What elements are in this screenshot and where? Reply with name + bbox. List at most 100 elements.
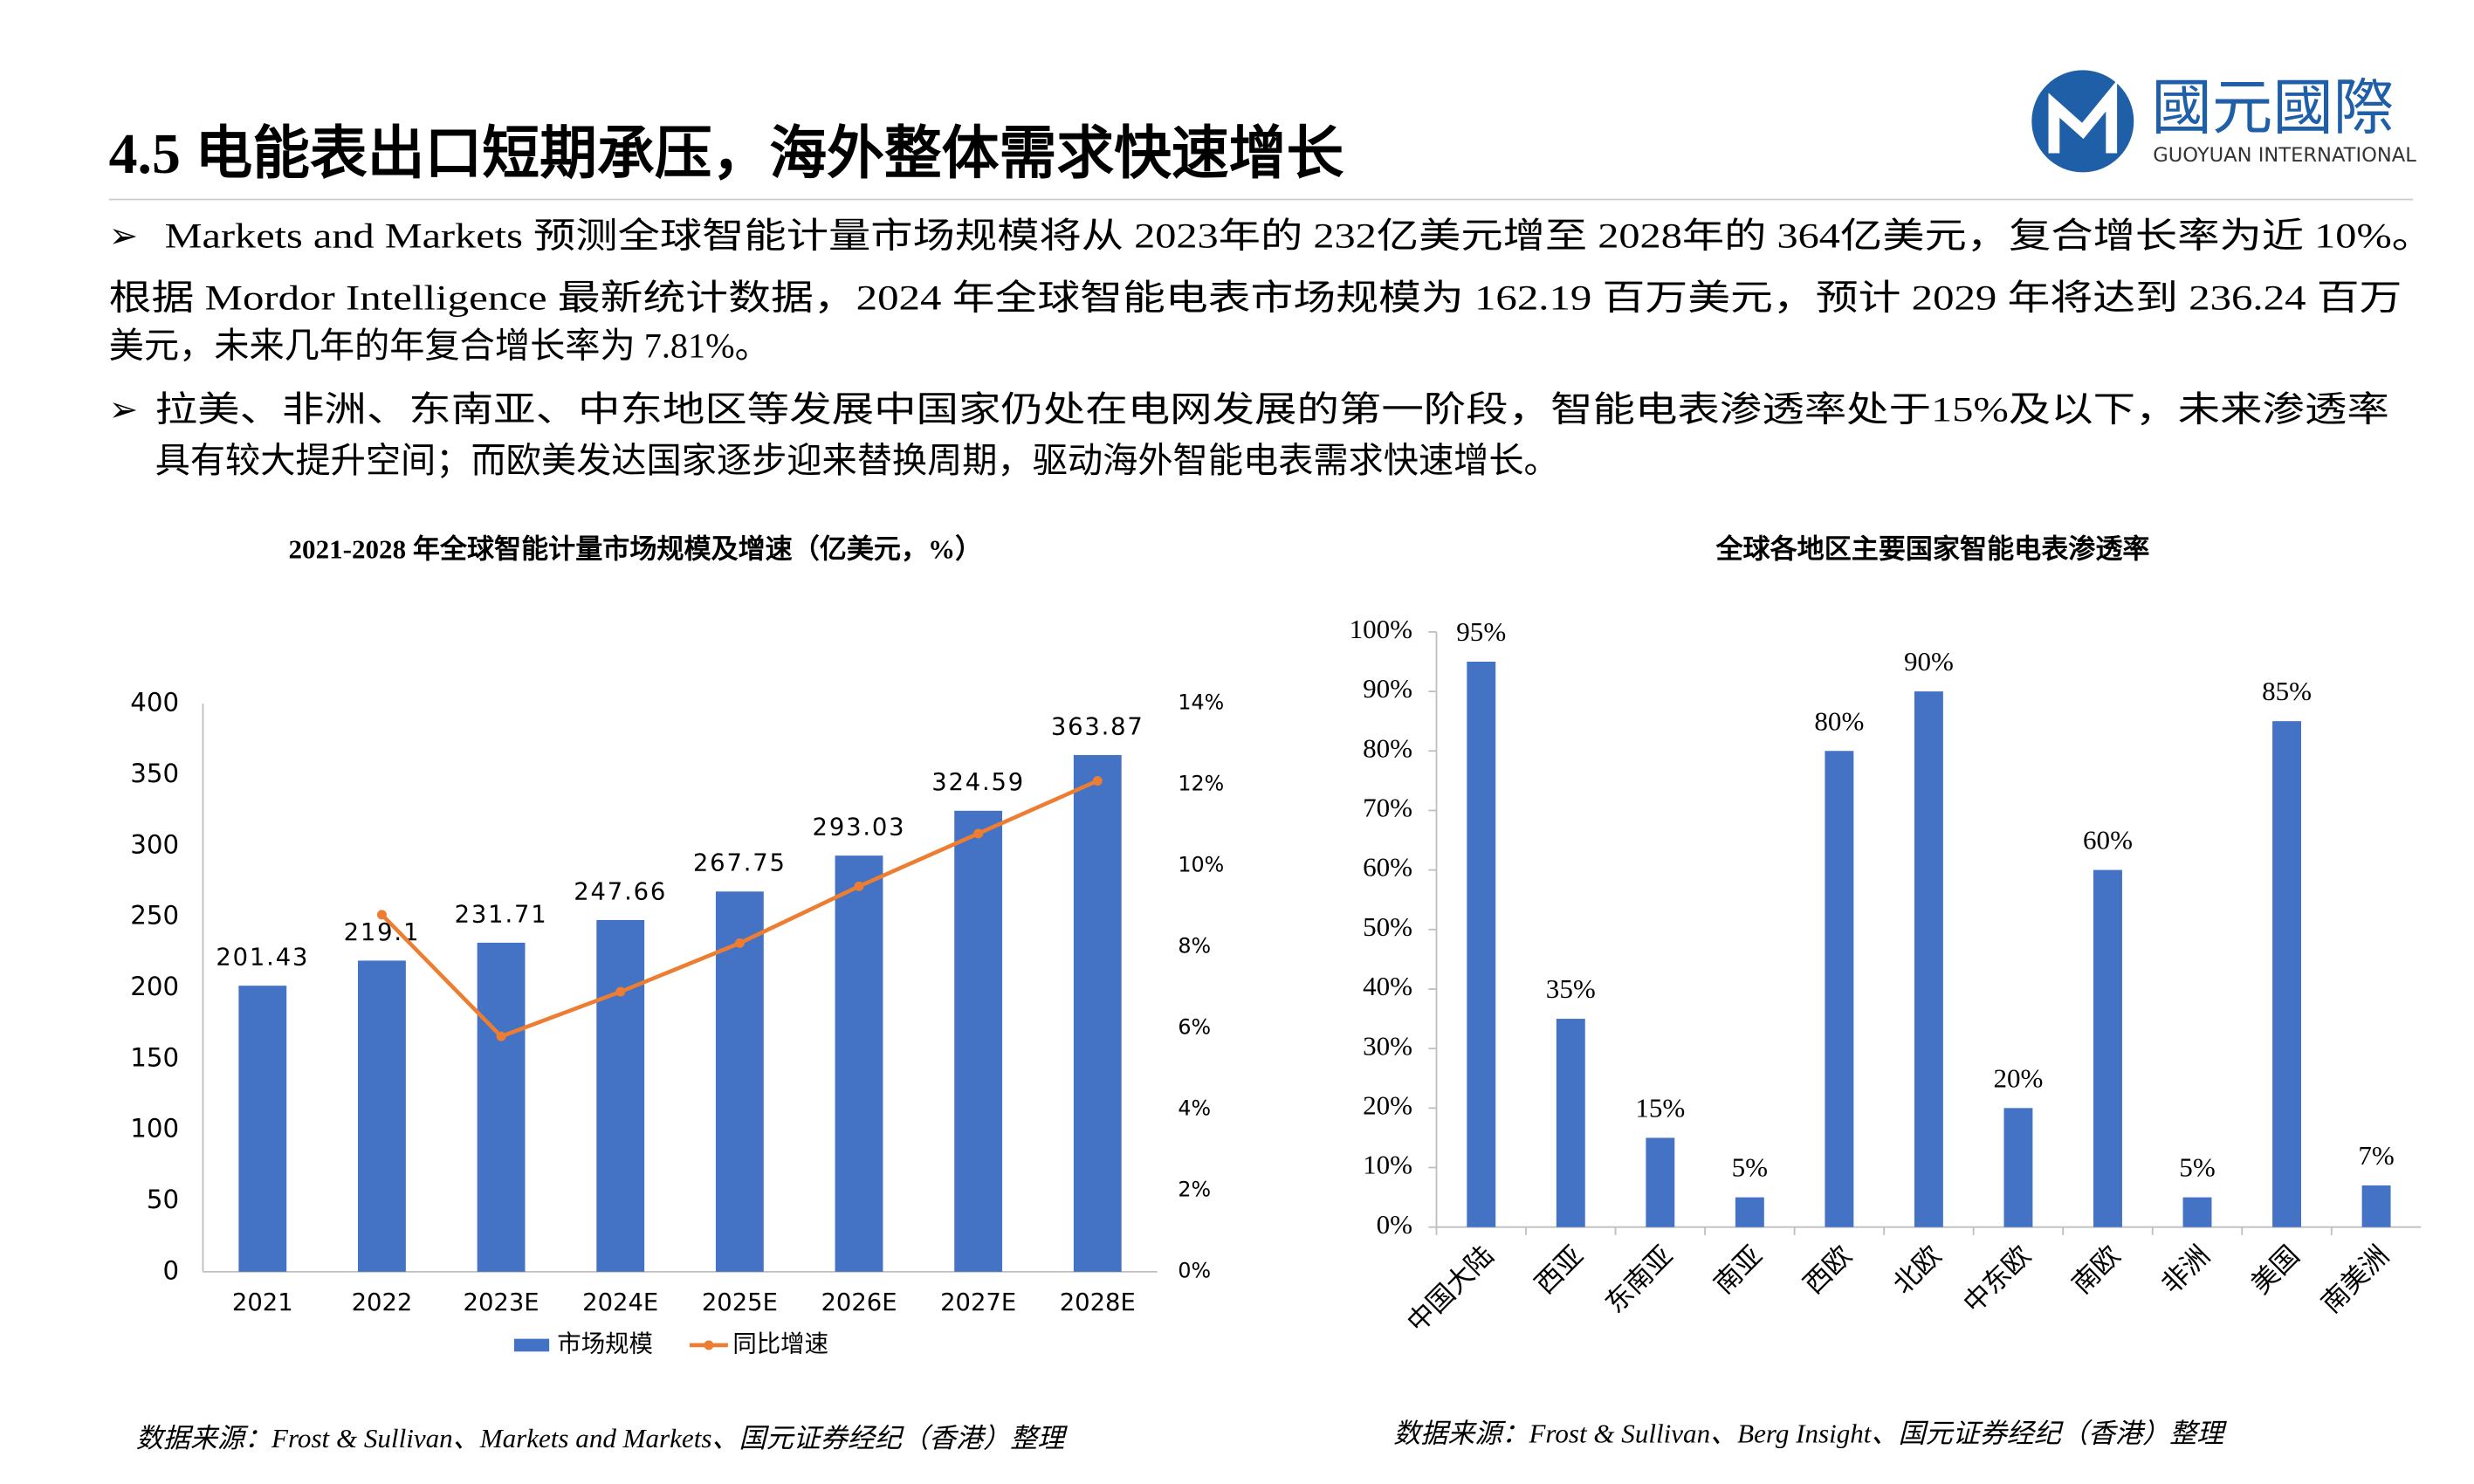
bullet-marker: ➢ (109, 216, 139, 255)
bar (477, 942, 526, 1272)
y2-tick-label: 8% (1178, 934, 1211, 958)
data-label: 324.59 (931, 769, 1025, 796)
y2-tick-label: 4% (1178, 1096, 1211, 1120)
bar (1556, 1019, 1585, 1227)
x-tick-label: 西欧 (1797, 1240, 1858, 1300)
x-tick-label: 北欧 (1887, 1240, 1948, 1300)
x-tick-label: 非洲 (2155, 1240, 2216, 1300)
y-tick-label: 150 (130, 1042, 179, 1072)
line-point (496, 1031, 506, 1041)
x-tick-label: 南欧 (2066, 1240, 2127, 1300)
data-label: 247.66 (574, 878, 667, 905)
line-point (734, 938, 745, 948)
y-tick-label: 100 (130, 1114, 179, 1144)
x-tick-label: 南美洲 (2315, 1240, 2395, 1319)
data-label: 80% (1814, 705, 1864, 736)
bar (2093, 869, 2122, 1227)
bullet-marker: ➢ (109, 390, 139, 429)
data-label: 267.75 (693, 850, 787, 877)
data-label: 95% (1456, 616, 1506, 647)
y2-tick-label: 0% (1178, 1258, 1211, 1282)
y-tick-label: 70% (1363, 793, 1412, 823)
x-tick-label: 2023E (464, 1289, 539, 1316)
data-label: 5% (2179, 1152, 2215, 1183)
x-tick-label: 美国 (2245, 1240, 2306, 1300)
line-point (1092, 775, 1103, 786)
bullet-text: 拉美、非洲、东南亚、中东地区等发展中国家仍处在电网发展的第一阶段，智能电表渗透率… (155, 390, 2389, 429)
bar (358, 960, 406, 1272)
x-tick-label: 2027E (940, 1289, 1016, 1316)
data-label: 15% (1635, 1092, 1685, 1123)
data-label: 5% (1732, 1152, 1768, 1183)
chart-title: 全球各地区主要国家智能电表渗透率 (1715, 534, 2149, 565)
x-tick-label: 2026E (821, 1289, 897, 1316)
x-tick-label: 南亚 (1708, 1240, 1769, 1300)
legend-swatch (513, 1338, 550, 1352)
data-label: 60% (2083, 825, 2133, 855)
line-point (973, 828, 984, 839)
bar (835, 855, 883, 1272)
y-tick-label: 300 (130, 829, 179, 859)
bar (238, 986, 287, 1272)
x-tick-label: 2021 (232, 1289, 293, 1316)
y-tick-label: 0 (162, 1255, 179, 1285)
slide-title: 4.5 电能表出口短期承压，海外整体需求快速增长 (109, 122, 1344, 186)
line-point (854, 881, 864, 891)
x-tick-label: 2028E (1060, 1289, 1136, 1316)
bar (2361, 1185, 2391, 1227)
y2-tick-label: 12% (1178, 772, 1224, 796)
legend-swatch (704, 1340, 714, 1350)
data-label: 35% (1546, 973, 1596, 1004)
bullet-text: 具有较大提升空间；而欧美发达国家逐步迎来替换周期，驱动海外智能电表需求快速增长。 (155, 441, 1559, 480)
logo-en: GUOYUAN INTERNATIONAL (2153, 145, 2416, 167)
y-tick-label: 60% (1363, 852, 1412, 883)
paragraph-text: 根据 Mordor Intelligence 最新统计数据，2024 年全球智能… (109, 278, 2402, 318)
bar (2003, 1108, 2033, 1227)
bar (715, 891, 764, 1272)
source-note: 数据来源：Frost & Sullivan、Berg Insight、国元证券经… (1393, 1418, 2227, 1448)
y-tick-label: 0% (1377, 1209, 1412, 1240)
bar (1735, 1197, 1764, 1227)
bar (1073, 754, 1122, 1272)
x-tick-label: 西亚 (1529, 1240, 1590, 1300)
y2-tick-label: 14% (1178, 690, 1224, 715)
y-tick-label: 10% (1363, 1150, 1412, 1180)
y2-tick-label: 6% (1178, 1014, 1211, 1039)
y-tick-label: 350 (130, 759, 179, 788)
chart-title: 2021-2028 年全球智能计量市场规模及增速（亿美元，%） (289, 534, 983, 565)
logo-mark (2048, 79, 2118, 154)
bar (1467, 661, 1496, 1227)
bar (954, 810, 1003, 1272)
x-tick-label: 2025E (702, 1289, 778, 1316)
legend-label: 同比增速 (732, 1330, 828, 1357)
bar (2182, 1197, 2212, 1227)
data-label: 231.71 (455, 901, 548, 928)
line-point (376, 910, 387, 920)
y-tick-label: 250 (130, 901, 179, 931)
y-tick-label: 40% (1363, 971, 1412, 1001)
data-label: 20% (1993, 1062, 2043, 1093)
bar (1825, 751, 1854, 1227)
y-tick-label: 30% (1363, 1030, 1412, 1061)
logo-circle (2031, 70, 2134, 173)
x-tick-label: 东南亚 (1599, 1240, 1679, 1319)
paragraph-text: 美元，未来几年的年复合增长率为 7.81%。 (109, 326, 770, 366)
data-label: 90% (1904, 646, 1954, 677)
bar (2272, 721, 2301, 1227)
logo-cn: 國元國際 (2151, 73, 2394, 143)
y-tick-label: 20% (1363, 1089, 1412, 1120)
y-tick-label: 200 (130, 972, 179, 1001)
data-label: 363.87 (1051, 713, 1144, 740)
bar (1646, 1137, 1675, 1227)
y2-tick-label: 10% (1178, 853, 1224, 877)
bullet-text: Markets and Markets 预测全球智能计量市场规模将从 2023年… (165, 216, 2434, 255)
y-tick-label: 50% (1363, 911, 1412, 942)
x-tick-label: 2024E (582, 1289, 658, 1316)
x-tick-label: 2022 (352, 1289, 413, 1316)
y-tick-label: 80% (1363, 732, 1412, 763)
y2-tick-label: 2% (1178, 1177, 1211, 1201)
data-label: 7% (2358, 1140, 2394, 1171)
data-label: 201.43 (216, 945, 309, 972)
